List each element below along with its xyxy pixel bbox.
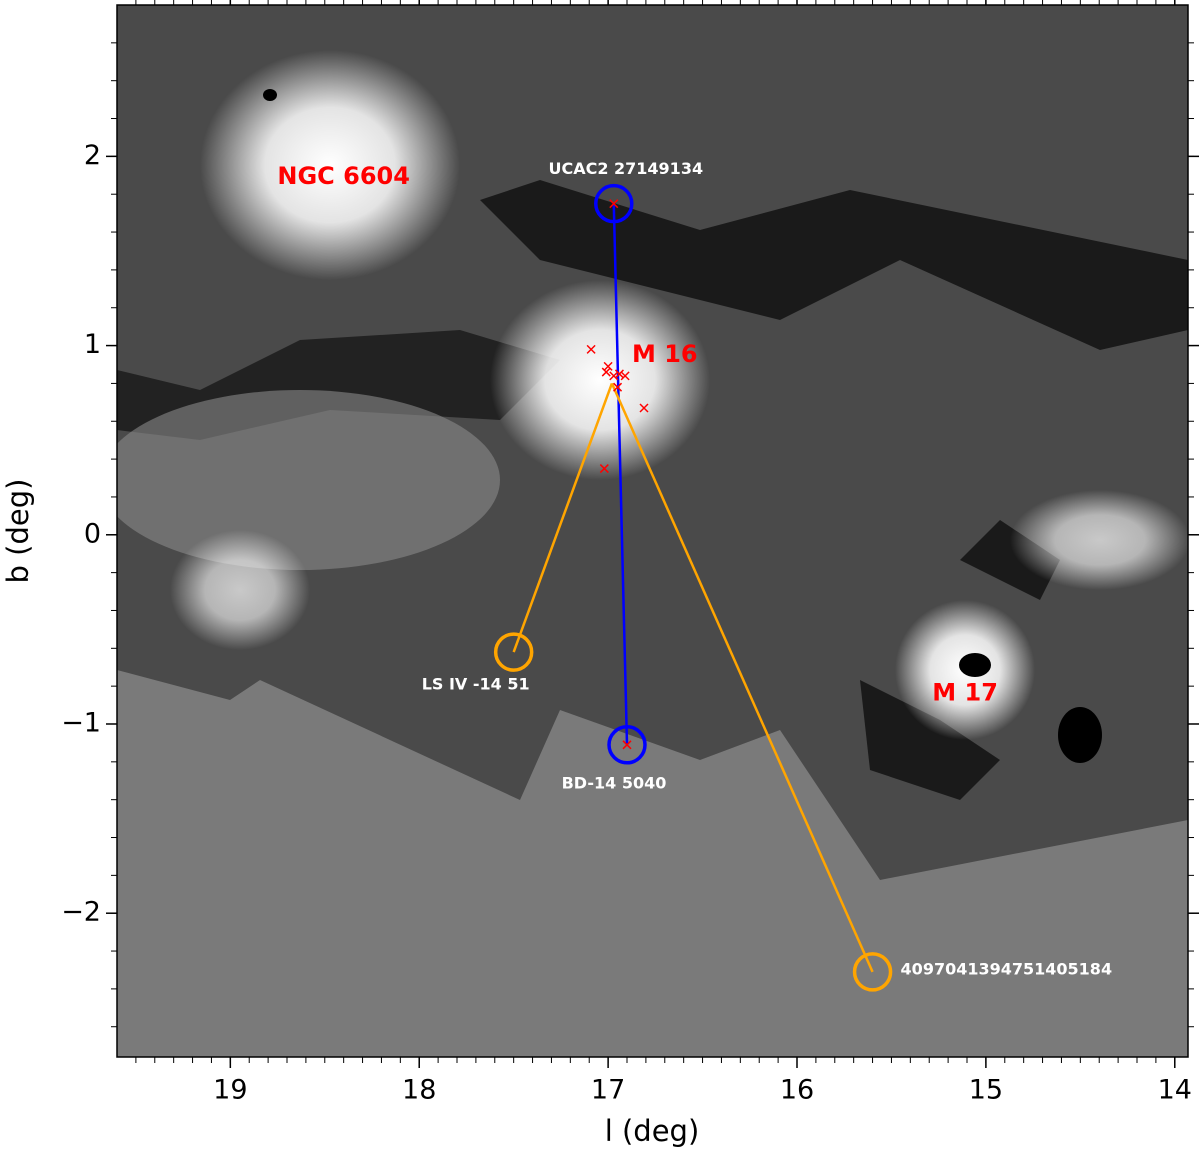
connection-line: [610, 382, 874, 973]
connection-line: [512, 382, 614, 653]
region-label: M 16: [632, 340, 698, 368]
x-tick-label: 17: [591, 1075, 625, 1106]
member-marker: [613, 382, 623, 392]
member-marker: [609, 371, 619, 381]
member-marker: [622, 740, 632, 750]
y-axis-label: b (deg): [1, 479, 35, 584]
y-tick-label: 2: [84, 140, 101, 171]
star-circle: [607, 725, 647, 765]
sky-image: [117, 5, 1188, 1057]
member-marker: [601, 367, 611, 377]
star-label: 4097041394751405184: [901, 959, 1113, 978]
star-circle: [594, 183, 634, 224]
member-marker: [586, 344, 596, 354]
y-tick-label: 1: [84, 329, 101, 360]
star-label: LS IV -14 51: [422, 675, 530, 694]
member-marker: [609, 199, 619, 209]
member-marker: [620, 371, 630, 381]
star-circle: [852, 952, 893, 992]
x-tick-label: 14: [1158, 1075, 1192, 1106]
region-label: NGC 6604: [277, 162, 410, 190]
member-marker: [603, 361, 613, 371]
star-circle: [493, 632, 534, 672]
x-tick-label: 16: [780, 1075, 814, 1106]
star-label: BD-14 5040: [562, 773, 667, 792]
y-tick-label: −2: [61, 897, 101, 928]
x-tick-label: 18: [402, 1075, 436, 1106]
member-marker: [639, 403, 649, 413]
star-label: UCAC2 27149134: [548, 159, 703, 178]
member-marker: [599, 464, 609, 474]
y-tick-label: −1: [61, 707, 101, 738]
connection-line: [612, 203, 629, 745]
member-marker: [614, 369, 624, 379]
plot-frame: [116, 4, 1189, 1058]
x-tick-label: 15: [969, 1075, 1003, 1106]
region-label: M 17: [932, 679, 998, 707]
y-tick-label: 0: [84, 518, 101, 549]
x-axis-label: l (deg): [605, 1114, 700, 1148]
x-tick-label: 19: [213, 1075, 247, 1106]
